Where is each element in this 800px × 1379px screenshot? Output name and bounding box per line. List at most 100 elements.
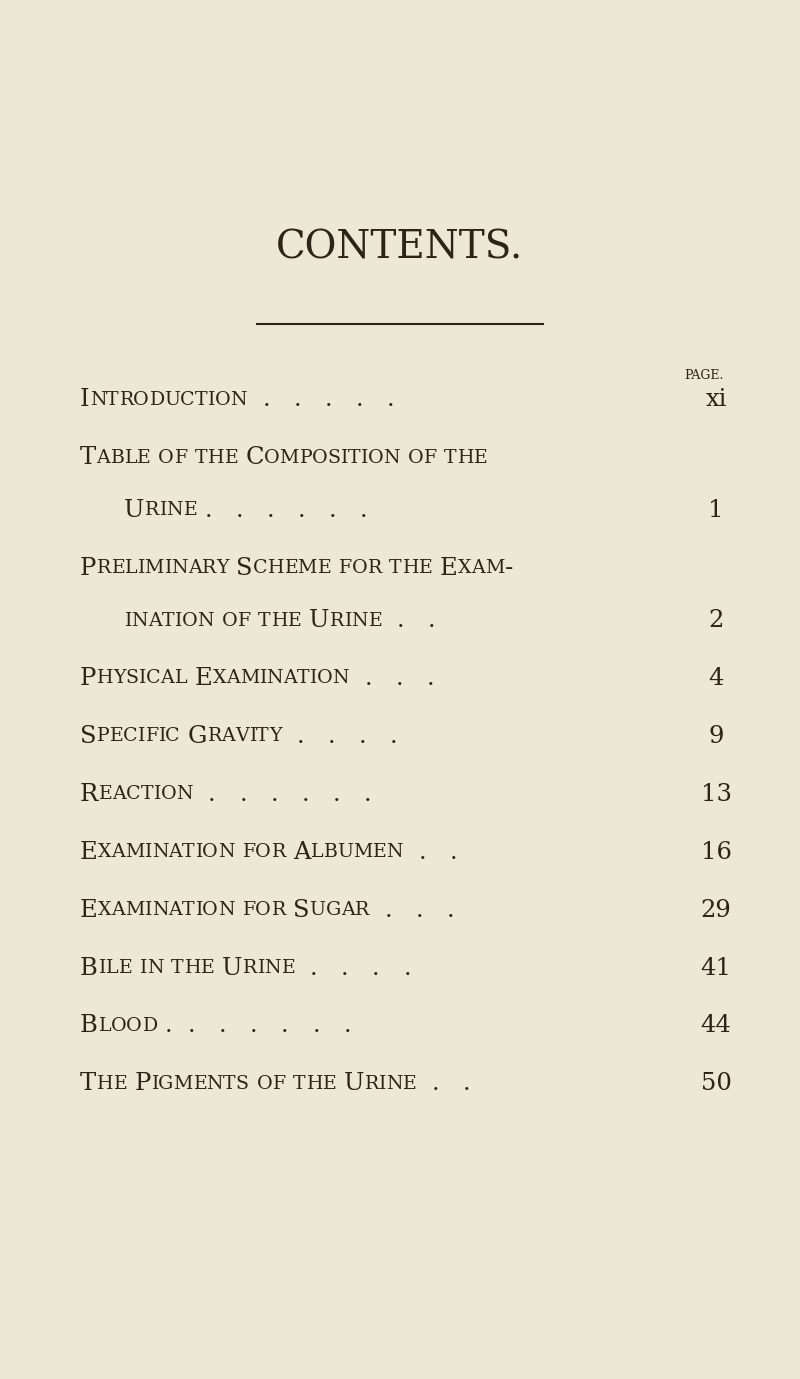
Text: S: S [293,899,310,921]
Text: I: I [138,669,146,688]
Text: O: O [202,843,218,862]
Text: .: . [372,957,380,979]
Text: G: G [158,1074,174,1094]
Text: N: N [386,1074,402,1094]
Text: O: O [311,448,327,467]
Text: .: . [219,1015,226,1037]
Text: .: . [446,899,454,921]
Text: E: E [440,557,458,579]
Text: I: I [194,900,202,920]
Text: O: O [264,448,279,467]
Text: O: O [133,390,149,410]
Text: 50: 50 [701,1073,731,1095]
Text: E: E [137,448,150,467]
Text: T: T [182,843,194,862]
Text: T: T [194,448,207,467]
Text: I: I [207,390,214,410]
Text: E: E [224,448,238,467]
Text: E: E [80,841,98,863]
Text: N: N [166,501,182,520]
Text: F: F [242,843,255,862]
Text: N: N [176,785,193,804]
Text: .: . [294,389,301,411]
Text: D: D [149,390,164,410]
Text: I: I [139,958,147,978]
Text: R: R [271,900,285,920]
Text: 2: 2 [708,610,724,632]
Text: I: I [194,843,202,862]
Text: A: A [283,669,297,688]
Text: I: I [158,501,166,520]
Text: L: L [98,1016,110,1036]
Text: E: E [368,611,382,630]
Text: V: V [235,727,249,746]
Text: M: M [279,448,299,467]
Text: O: O [222,611,238,630]
Text: O: O [407,448,423,467]
Text: .: . [165,1015,173,1037]
Text: .: . [235,499,243,521]
Text: .: . [208,783,216,805]
Text: E: E [402,1074,416,1094]
Text: A: A [111,843,125,862]
Text: L: L [310,843,323,862]
Text: U: U [124,499,145,521]
Text: C: C [123,727,138,746]
Text: E: E [193,1074,206,1094]
Text: O: O [160,785,176,804]
Text: F: F [174,448,187,467]
Text: .: . [302,783,309,805]
Text: I: I [80,389,90,411]
Text: I: I [151,1074,158,1094]
Text: R: R [354,900,369,920]
Text: 4: 4 [708,667,724,690]
Text: Y: Y [216,558,228,578]
Text: N: N [264,958,281,978]
Text: T: T [293,1074,306,1094]
Text: O: O [110,1016,126,1036]
Text: I: I [344,611,351,630]
Text: 9: 9 [708,725,724,747]
Text: F: F [238,611,250,630]
Text: A: A [169,843,182,862]
Text: N: N [351,611,368,630]
Text: .: . [463,1073,470,1095]
Text: .: . [266,499,274,521]
Text: O: O [158,448,174,467]
Text: S: S [327,448,340,467]
Text: .: . [363,783,371,805]
Text: .: . [432,1073,439,1095]
Text: .: . [298,499,305,521]
Text: I: I [124,611,131,630]
Text: A: A [293,841,310,863]
Text: D: D [142,1016,157,1036]
Text: S: S [236,1074,249,1094]
Text: P: P [80,667,96,690]
Text: P: P [80,557,96,579]
Text: F: F [272,1074,286,1094]
Text: .: . [384,899,392,921]
Text: F: F [242,900,255,920]
Text: E: E [284,558,298,578]
Text: A: A [96,448,110,467]
Text: .: . [297,725,305,747]
Text: U: U [164,390,180,410]
Text: O: O [367,448,383,467]
Text: PAGE.: PAGE. [684,368,724,382]
Text: .: . [355,389,363,411]
Text: T: T [141,785,153,804]
Text: N: N [198,611,214,630]
Text: B: B [80,957,98,979]
Text: .: . [427,667,434,690]
Text: P: P [97,727,109,746]
Text: S: S [80,725,97,747]
Text: xi: xi [706,389,726,411]
Text: B: B [323,843,337,862]
Text: H: H [207,448,224,467]
Text: E: E [110,558,124,578]
Text: .: . [415,899,423,921]
Text: N: N [147,958,163,978]
Text: .: . [262,389,270,411]
Text: O: O [352,558,367,578]
Text: 16: 16 [701,841,731,863]
